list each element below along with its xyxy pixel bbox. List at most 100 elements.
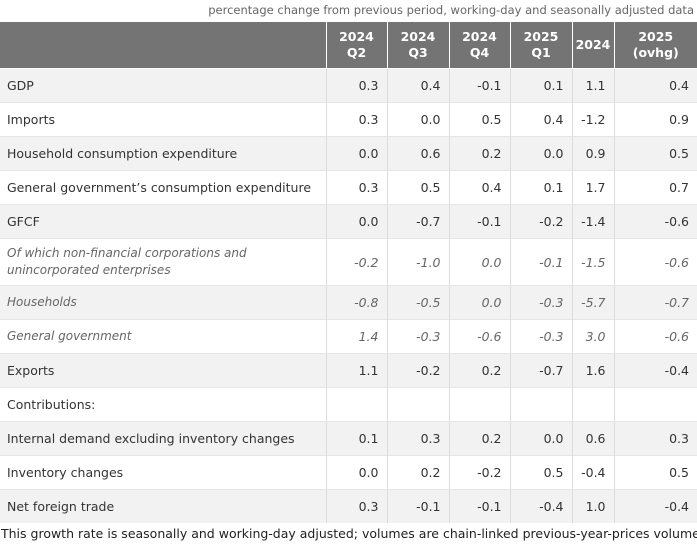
row-label: Inventory changes xyxy=(0,455,326,490)
cell-value: 0.0 xyxy=(325,136,387,171)
column-header-2024-q4: 2024 Q4 xyxy=(448,22,510,69)
cell-value: -0.8 xyxy=(325,285,387,320)
cell-value: 0.2 xyxy=(448,421,510,456)
column-header-2025-ovhg: 2025 (ovhg) xyxy=(613,22,697,69)
cell-value: 0.5 xyxy=(386,170,449,205)
cell-value: 1.1 xyxy=(325,353,387,388)
cell-value: -0.4 xyxy=(509,489,572,523)
cell-value: -0.3 xyxy=(386,319,449,354)
cell-value: 0.2 xyxy=(448,136,510,171)
cell-value: -0.1 xyxy=(448,489,510,523)
cell-value: 0.6 xyxy=(571,421,614,456)
row-label: Net foreign trade xyxy=(0,489,326,523)
cell-value: -0.6 xyxy=(613,319,697,354)
cell-value: -0.1 xyxy=(386,489,449,523)
cell-value: -0.6 xyxy=(613,238,697,286)
cell-value: -0.7 xyxy=(509,353,572,388)
cell-value: 0.4 xyxy=(448,170,510,205)
cell-value: -0.3 xyxy=(509,319,572,354)
table-row-households-gfcf: Households -0.8 -0.5 0.0 -0.3 -5.7 -0.7 xyxy=(0,285,697,320)
column-header-2024-q3: 2024 Q3 xyxy=(386,22,449,69)
cell-value: 3.0 xyxy=(571,319,614,354)
row-label: Contributions: xyxy=(0,387,326,422)
cell-value: 0.3 xyxy=(325,102,387,137)
table-footnote: This growth rate is seasonally and worki… xyxy=(1,526,697,541)
row-label: GFCF xyxy=(0,204,326,239)
cell-value: 0.9 xyxy=(613,102,697,137)
cell-value: -5.7 xyxy=(571,285,614,320)
cell-value: 0.5 xyxy=(448,102,510,137)
cell-value: -1.4 xyxy=(571,204,614,239)
cell-value xyxy=(386,387,449,422)
table-row-gfcf: GFCF 0.0 -0.7 -0.1 -0.2 -1.4 -0.6 xyxy=(0,204,697,239)
cell-value: 0.3 xyxy=(613,421,697,456)
cell-value: 0.1 xyxy=(325,421,387,456)
cell-value: 0.0 xyxy=(325,204,387,239)
cell-value: 0.1 xyxy=(509,170,572,205)
table-row-imports: Imports 0.3 0.0 0.5 0.4 -1.2 0.9 xyxy=(0,102,697,137)
row-label: General government’s consumption expendi… xyxy=(0,170,326,205)
cell-value: 0.6 xyxy=(386,136,449,171)
cell-value: 1.6 xyxy=(571,353,614,388)
cell-value: 0.9 xyxy=(571,136,614,171)
column-header-2024-q2: 2024 Q2 xyxy=(325,22,387,69)
row-label: Internal demand excluding inventory chan… xyxy=(0,421,326,456)
header-label-cell xyxy=(0,22,326,69)
cell-value xyxy=(325,387,387,422)
cell-value: 0.5 xyxy=(613,455,697,490)
header-row: 2024 Q2 2024 Q3 2024 Q4 2025 Q1 2024 2025 (ov… xyxy=(0,22,697,69)
cell-value: 0.0 xyxy=(448,238,510,286)
cell-value: -0.5 xyxy=(386,285,449,320)
cell-value xyxy=(571,387,614,422)
column-header-2024: 2024 xyxy=(571,22,614,69)
cell-value: -1.2 xyxy=(571,102,614,137)
table-row-household-consumption: Household consumption expenditure 0.0 0.… xyxy=(0,136,697,171)
cell-value: 0.0 xyxy=(509,136,572,171)
cell-value: 0.2 xyxy=(386,455,449,490)
row-label: General government xyxy=(0,319,326,354)
cell-value: 0.2 xyxy=(448,353,510,388)
cell-value: -0.7 xyxy=(386,204,449,239)
cell-value: -0.1 xyxy=(448,68,510,103)
table-row-inventory-changes: Inventory changes 0.0 0.2 -0.2 0.5 -0.4 … xyxy=(0,455,697,490)
cell-value: -0.1 xyxy=(448,204,510,239)
cell-value: 0.4 xyxy=(509,102,572,137)
table-subtitle: percentage change from previous period, … xyxy=(208,3,694,17)
cell-value: -0.2 xyxy=(509,204,572,239)
cell-value: -0.2 xyxy=(325,238,387,286)
cell-value: -0.6 xyxy=(613,204,697,239)
cell-value: 1.4 xyxy=(325,319,387,354)
cell-value: 0.5 xyxy=(509,455,572,490)
cell-value: 0.3 xyxy=(386,421,449,456)
cell-value: -0.1 xyxy=(509,238,572,286)
cell-value xyxy=(448,387,510,422)
row-label: Imports xyxy=(0,102,326,137)
cell-value: 0.3 xyxy=(325,489,387,523)
cell-value: 0.0 xyxy=(325,455,387,490)
table-row-exports: Exports 1.1 -0.2 0.2 -0.7 1.6 -0.4 xyxy=(0,353,697,388)
cell-value: 0.5 xyxy=(613,136,697,171)
table-row-contributions-header: Contributions: xyxy=(0,387,697,422)
table-row-internal-demand: Internal demand excluding inventory chan… xyxy=(0,421,697,456)
row-label: Of which non-financial corporations and … xyxy=(0,238,326,286)
cell-value: 0.0 xyxy=(448,285,510,320)
cell-value xyxy=(613,387,697,422)
cell-value: -0.4 xyxy=(613,489,697,523)
cell-value: 0.0 xyxy=(509,421,572,456)
cell-value: 0.0 xyxy=(386,102,449,137)
row-label: Household consumption expenditure xyxy=(0,136,326,171)
cell-value: -0.2 xyxy=(448,455,510,490)
row-label: Exports xyxy=(0,353,326,388)
cell-value xyxy=(509,387,572,422)
cell-value: 0.7 xyxy=(613,170,697,205)
row-label: GDP xyxy=(0,68,326,103)
cell-value: 0.4 xyxy=(613,68,697,103)
row-label: Households xyxy=(0,285,326,320)
cell-value: -0.2 xyxy=(386,353,449,388)
cell-value: -0.6 xyxy=(448,319,510,354)
cell-value: -1.5 xyxy=(571,238,614,286)
gdp-table: 2024 Q2 2024 Q3 2024 Q4 2025 Q1 2024 2025 (ov… xyxy=(0,22,697,523)
table-row-net-foreign-trade: Net foreign trade 0.3 -0.1 -0.1 -0.4 1.0… xyxy=(0,489,697,523)
cell-value: 0.3 xyxy=(325,170,387,205)
cell-value: -0.3 xyxy=(509,285,572,320)
